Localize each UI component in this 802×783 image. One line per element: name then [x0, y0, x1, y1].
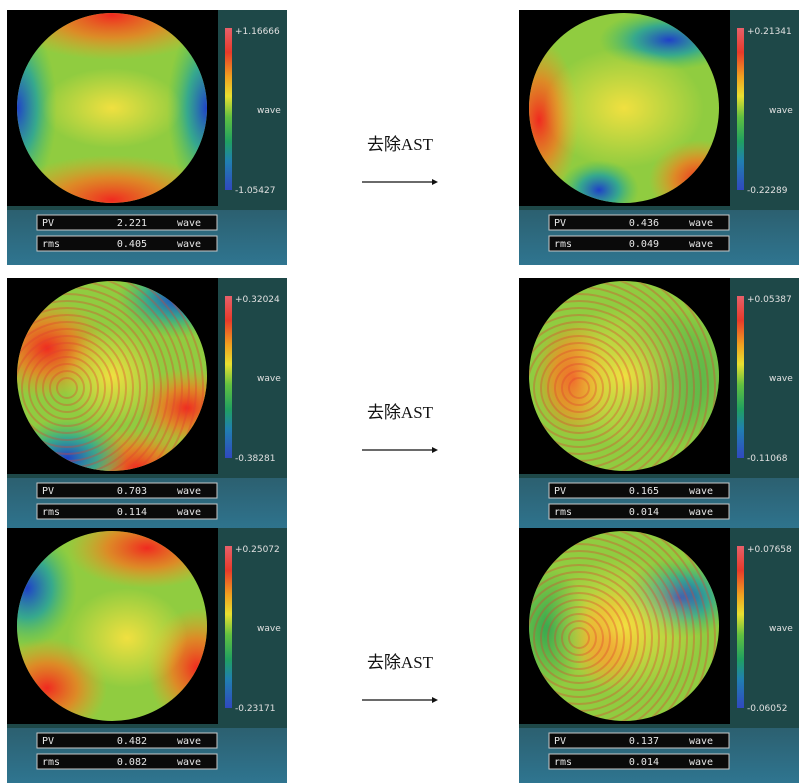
stat-unit: wave — [177, 218, 201, 229]
interferogram-panel: +0.32024 wave -0.38281 PV 0.703 wave rms 0.114 w… — [0, 252, 287, 533]
stat-label: rms — [554, 507, 572, 518]
stat-value: 0.082 — [117, 757, 147, 768]
surface-blob — [42, 68, 182, 148]
interferogram-panel: +0.07658 wave -0.06052 PV 0.137 wave rms 0.014 w… — [443, 502, 799, 783]
page: +1.16666 wave -1.05427 PV 2.221 wave rms 0.405 w… — [0, 0, 802, 783]
interferogram-panel: +0.21341 wave -0.22289 PV 0.436 wave rms 0.049 w… — [499, 10, 799, 265]
stat-value: 0.703 — [117, 486, 147, 497]
stat-unit: wave — [177, 486, 201, 497]
colorbar-unit: wave — [257, 374, 281, 384]
colorbar-max: +0.32024 — [235, 295, 280, 305]
colorbar — [737, 296, 744, 458]
colorbar-unit: wave — [769, 106, 793, 116]
stat-value: 2.221 — [117, 218, 147, 229]
stat-value: 0.436 — [629, 218, 659, 229]
stat-unit: wave — [177, 507, 201, 518]
panels: +1.16666 wave -1.05427 PV 2.221 wave rms 0.405 w… — [0, 0, 799, 783]
colorbar-max: +0.25072 — [235, 545, 280, 555]
colorbar-max: +0.21341 — [747, 27, 792, 37]
stat-label: rms — [42, 507, 60, 518]
action-label: 去除AST — [367, 403, 434, 422]
arrow-head — [432, 447, 438, 453]
figure: +1.16666 wave -1.05427 PV 2.221 wave rms 0.405 w… — [0, 0, 802, 783]
colorbar-max: +0.05387 — [747, 295, 792, 305]
colorbar-min: -1.05427 — [235, 186, 275, 196]
stat-unit: wave — [689, 736, 713, 747]
colorbar-max: +0.07658 — [747, 545, 792, 555]
colorbar-unit: wave — [257, 624, 281, 634]
stat-unit: wave — [177, 757, 201, 768]
stat-value: 0.049 — [629, 239, 659, 250]
colorbar — [225, 546, 232, 708]
stat-unit: wave — [689, 757, 713, 768]
stat-label: rms — [554, 757, 572, 768]
surface-blob — [67, 588, 187, 688]
stat-value: 0.114 — [117, 507, 147, 518]
colorbar — [737, 28, 744, 190]
surface-blob — [544, 48, 704, 168]
interferogram-panel: +1.16666 wave -1.05427 PV 2.221 wave rms 0.405 w… — [0, 0, 287, 265]
action-label: 去除AST — [367, 135, 434, 154]
colorbar-min: -0.23171 — [235, 704, 275, 714]
stat-value: 0.482 — [117, 736, 147, 747]
stat-value: 0.137 — [629, 736, 659, 747]
stat-unit: wave — [689, 239, 713, 250]
colorbar-unit: wave — [769, 624, 793, 634]
stat-label: rms — [554, 239, 572, 250]
action-label: 去除AST — [367, 653, 434, 672]
stat-label: PV — [554, 486, 566, 497]
colorbar-min: -0.38281 — [235, 454, 275, 464]
stat-label: PV — [42, 486, 54, 497]
colorbar-min: -0.22289 — [747, 186, 788, 196]
colorbar-unit: wave — [769, 374, 793, 384]
colorbar — [225, 296, 232, 458]
arrow-head — [432, 697, 438, 703]
stat-label: PV — [42, 736, 54, 747]
colorbar — [737, 546, 744, 708]
stat-label: PV — [554, 736, 566, 747]
stat-unit: wave — [689, 507, 713, 518]
colorbar-unit: wave — [257, 106, 281, 116]
stat-label: rms — [42, 757, 60, 768]
stat-label: PV — [554, 218, 566, 229]
stat-value: 0.165 — [629, 486, 659, 497]
stat-unit: wave — [177, 736, 201, 747]
stat-label: PV — [42, 218, 54, 229]
interferogram-panel: +0.05387 wave -0.11068 PV 0.165 wave rms 0.014 w… — [443, 252, 799, 533]
colorbar-min: -0.11068 — [747, 454, 788, 464]
stat-value: 0.405 — [117, 239, 147, 250]
stat-value: 0.014 — [629, 757, 659, 768]
colorbar-max: +1.16666 — [235, 27, 280, 37]
stat-unit: wave — [177, 239, 201, 250]
colorbar-min: -0.06052 — [747, 704, 787, 714]
stat-unit: wave — [689, 486, 713, 497]
interferogram-panel: +0.25072 wave -0.23171 PV 0.482 wave rms 0.082 w… — [0, 508, 287, 783]
colorbar — [225, 28, 232, 190]
stat-unit: wave — [689, 218, 713, 229]
stat-label: rms — [42, 239, 60, 250]
arrow-head — [432, 179, 438, 185]
stat-value: 0.014 — [629, 507, 659, 518]
